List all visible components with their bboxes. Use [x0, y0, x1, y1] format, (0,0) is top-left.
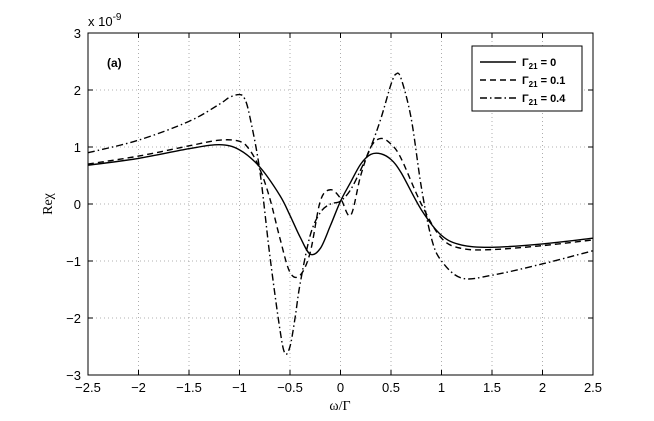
x-tick-label: 1.5: [483, 380, 501, 395]
y-axis-label: Reχ: [41, 192, 56, 215]
x-tick-label: −1: [232, 380, 247, 395]
x-tick-label: 0.5: [382, 380, 400, 395]
y-multiplier: x 10-9: [88, 12, 122, 29]
series-group: [87, 72, 594, 356]
x-tick-label: 2.5: [584, 380, 602, 395]
ticks: −2.5 −2 −1.5 −1 −0.5 0 0.5 1 1.5 2 2.5 −3 −2 −1 0 1 2 3: [66, 26, 602, 395]
legend: Γ21 = 0 Γ21 = 0.1 Γ21 = 0.4: [471, 45, 583, 112]
y-tick-label: 2: [74, 83, 81, 98]
y-tick-label: −3: [66, 368, 81, 383]
x-tick-label: −1.5: [176, 380, 202, 395]
legend-box: [471, 45, 583, 112]
legend-entry-2: Γ21 = 0.1: [522, 75, 565, 89]
series-line-2: [87, 137, 594, 279]
x-axis-label: ω/Γ: [329, 399, 350, 414]
y-tick-label: −1: [66, 254, 81, 269]
y-tick-label: 3: [74, 26, 81, 41]
x-tick-label: −2.5: [75, 380, 101, 395]
legend-entry-3: Γ21 = 0.4: [522, 93, 566, 107]
series-line-3: [87, 72, 594, 356]
panel-label: (a): [107, 56, 122, 70]
y-tick-label: 0: [74, 197, 81, 212]
x-tick-label: 2: [539, 380, 546, 395]
x-tick-label: 1: [438, 380, 445, 395]
x-tick-label: −0.5: [277, 380, 303, 395]
y-tick-label: 1: [74, 140, 81, 155]
x-tick-label: −2: [131, 380, 146, 395]
legend-entry-1: Γ21 = 0: [522, 57, 556, 71]
x-tick-label: 0: [337, 380, 344, 395]
y-tick-label: −2: [66, 311, 81, 326]
